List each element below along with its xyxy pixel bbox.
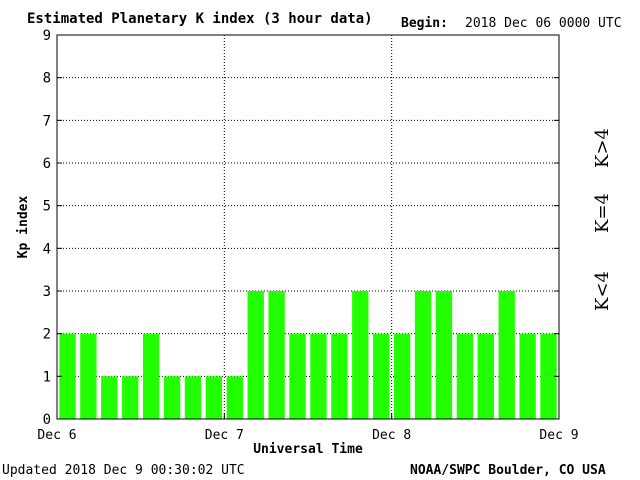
legend-k-greater-4: K>4: [592, 128, 613, 168]
plot-frame: [56, 34, 560, 420]
y-tick-label: 8: [43, 71, 51, 87]
x-tick-label: Dec 8: [372, 428, 411, 443]
kp-bar: [435, 291, 453, 419]
y-tick-label: 0: [43, 412, 51, 428]
kp-bar: [331, 333, 348, 419]
x-tick-label: Dec 9: [539, 428, 578, 443]
kp-bar: [205, 376, 223, 419]
kp-bar: [268, 291, 285, 419]
kp-bar: [226, 376, 243, 419]
y-tick-label: 2: [43, 327, 51, 343]
x-tick-label: Dec 7: [205, 428, 244, 443]
kp-bar: [540, 333, 557, 419]
kp-bar: [289, 333, 306, 419]
y-tick-label: 5: [43, 199, 51, 215]
kp-bar: [519, 333, 536, 419]
bars: [59, 291, 557, 419]
y-tick-label: 3: [43, 284, 51, 300]
updated-timestamp: Updated 2018 Dec 9 00:30:02 UTC: [2, 463, 245, 478]
y-axis-label: Kp index: [16, 196, 31, 259]
kp-bar: [393, 333, 411, 419]
y-tick-label: 9: [43, 28, 51, 44]
grid-lines: [57, 35, 559, 419]
kp-bar: [142, 333, 160, 419]
y-tick-label: 1: [43, 369, 51, 385]
kp-bar: [247, 291, 264, 419]
kp-bar: [163, 376, 181, 419]
begin-value: 2018 Dec 06 0000 UTC: [465, 16, 622, 31]
data-source: NOAA/SWPC Boulder, CO USA: [410, 463, 606, 478]
y-axis-ticks: 0 1 2 3 4 5 6 7 8 9: [43, 28, 559, 428]
y-tick-label: 7: [43, 113, 51, 129]
x-tick-label: Dec 6: [37, 428, 76, 443]
kp-bar: [101, 376, 118, 419]
legend-k-equal-4: K=4: [592, 193, 613, 233]
y-tick-label: 4: [43, 241, 51, 257]
kp-bar: [456, 333, 474, 419]
x-axis-label: Universal Time: [253, 442, 363, 457]
kp-bar: [122, 376, 139, 419]
y-tick-label: 6: [43, 156, 51, 172]
kp-bar: [373, 333, 390, 419]
begin-label: Begin:: [401, 16, 448, 31]
chart-title: Estimated Planetary K index (3 hour data…: [27, 11, 373, 27]
x-axis-ticks: Dec 6 Dec 7 Dec 8 Dec 9: [37, 413, 579, 443]
kp-bar: [352, 291, 369, 419]
kp-bar: [59, 333, 76, 419]
kp-bar: [414, 291, 432, 419]
kp-bar: [498, 291, 515, 419]
kp-bar: [310, 333, 327, 419]
legend-k-less-4: K<4: [592, 271, 613, 311]
kp-bar: [477, 333, 494, 419]
kp-bar: [184, 376, 202, 419]
kp-bar: [80, 333, 97, 419]
